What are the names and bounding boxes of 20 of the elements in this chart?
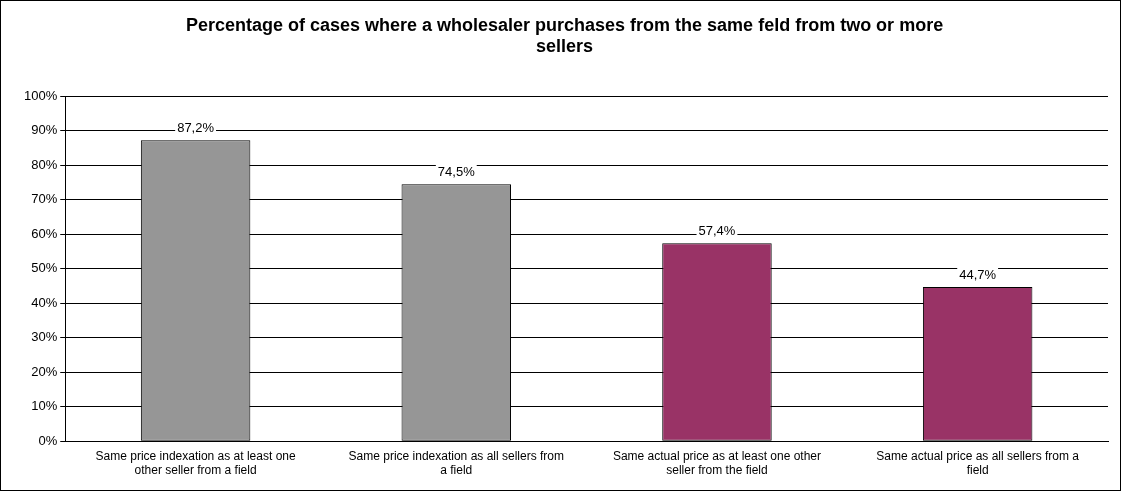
y-tick-label: 60% xyxy=(31,225,58,241)
y-tick-label: 0% xyxy=(38,432,58,448)
data-label: 74,5% xyxy=(437,164,476,180)
y-tick-label: 70% xyxy=(31,191,58,207)
y-tick-label: 30% xyxy=(31,329,58,345)
x-tick-label: Same price indexation as at least one other seller from a field xyxy=(95,448,296,478)
y-tick-label: 100% xyxy=(24,87,58,103)
x-tick-label: Same price indexation as all sellers from a field xyxy=(348,448,564,478)
y-tick-label: 90% xyxy=(31,122,58,138)
y-tick-label: 10% xyxy=(31,398,58,414)
y-tick-label: 20% xyxy=(31,363,58,379)
y-tick-label: 50% xyxy=(31,260,58,276)
y-tick-label: 40% xyxy=(31,294,58,310)
x-tick-label: Same actual price as at least one other seller from the field xyxy=(612,448,822,478)
data-label: 87,2% xyxy=(177,120,215,136)
x-tick-label: Same actual price as all sellers from a field xyxy=(876,448,1080,478)
chart-title: Percentage of cases where a wholesaler purchases from the same feld from two or more sellers xyxy=(185,14,944,57)
y-tick-label: 80% xyxy=(31,156,58,172)
data-label: 57,4% xyxy=(698,223,736,239)
data-label: 44,7% xyxy=(959,267,997,283)
